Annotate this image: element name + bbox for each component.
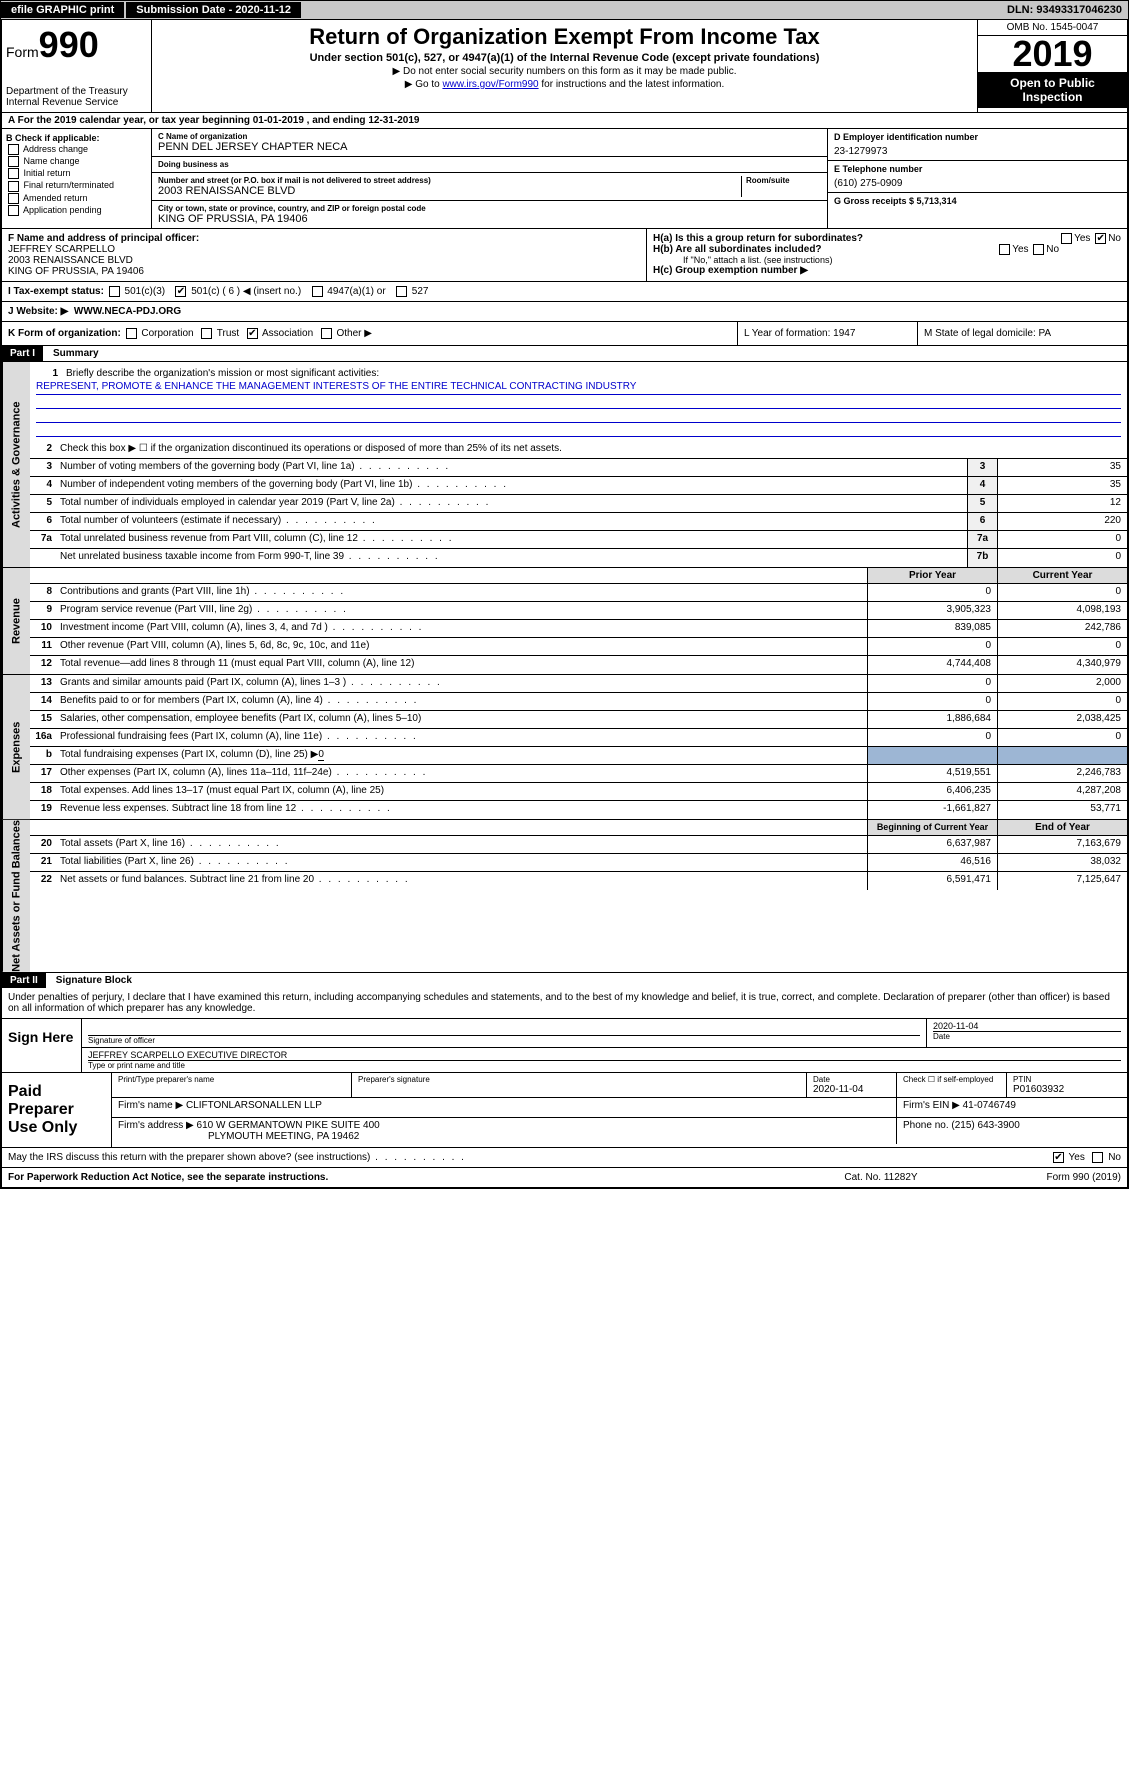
h-c: H(c) Group exemption number ▶ <box>653 265 1121 276</box>
revenue-section: Revenue Prior Year Current Year 8Contrib… <box>2 567 1127 674</box>
discuss-with-preparer: May the IRS discuss this return with the… <box>2 1147 1127 1167</box>
h-a: H(a) Is this a group return for subordin… <box>653 233 1121 244</box>
tax-period: A For the 2019 calendar year, or tax yea… <box>2 112 1127 128</box>
hdr-prior: Prior Year <box>867 568 997 583</box>
h-b: H(b) Are all subordinates included? Yes … <box>653 244 1121 255</box>
telephone: (610) 275-0909 <box>834 174 1121 189</box>
hdr-end: End of Year <box>997 820 1127 835</box>
cb-final-return[interactable]: Final return/terminated <box>6 180 147 191</box>
city-state-zip: KING OF PRUSSIA, PA 19406 <box>158 213 821 225</box>
hdr-begin: Beginning of Current Year <box>867 820 997 835</box>
sign-here-block: Sign Here Signature of officer 2020-11-0… <box>2 1018 1127 1072</box>
form-ref: Form 990 (2019) <box>961 1172 1121 1183</box>
hdr-current: Current Year <box>997 568 1127 583</box>
ein: 23-1279973 <box>834 142 1121 157</box>
governance-section: Activities & Governance 1Briefly describ… <box>2 361 1127 567</box>
part-1-header: Part I Summary <box>2 345 1127 361</box>
form-title: Return of Organization Exempt From Incom… <box>156 24 973 50</box>
val-4: 35 <box>997 477 1127 494</box>
sign-here-label: Sign Here <box>2 1019 82 1072</box>
val-7a: 0 <box>997 531 1127 548</box>
year-formation: L Year of formation: 1947 <box>737 322 917 345</box>
val-3: 35 <box>997 459 1127 476</box>
note-ssn: ▶ Do not enter social security numbers o… <box>156 66 973 77</box>
val-6: 220 <box>997 513 1127 530</box>
side-governance: Activities & Governance <box>2 362 30 567</box>
part-2-header: Part II Signature Block <box>2 972 1127 988</box>
side-expenses: Expenses <box>2 675 30 819</box>
val-7b: 0 <box>997 549 1127 567</box>
box-i-tax-status: I Tax-exempt status: 501(c)(3) 501(c) ( … <box>2 281 1127 301</box>
top-toolbar: efile GRAPHIC print Submission Date - 20… <box>0 0 1129 20</box>
efile-print-button[interactable]: efile GRAPHIC print <box>1 2 124 18</box>
note-link: ▶ Go to www.irs.gov/Form990 for instruct… <box>156 79 973 90</box>
cb-address-change[interactable]: Address change <box>6 144 147 155</box>
state-domicile: M State of legal domicile: PA <box>917 322 1127 345</box>
gross-receipts: G Gross receipts $ 5,713,314 <box>834 196 1121 206</box>
org-name: PENN DEL JERSEY CHAPTER NECA <box>158 141 821 153</box>
paid-preparer-label: Paid Preparer Use Only <box>2 1073 112 1147</box>
firm-ein: 41-0746749 <box>963 1100 1016 1111</box>
dept-label: Department of the Treasury <box>6 86 147 97</box>
side-revenue: Revenue <box>2 568 30 674</box>
box-c: C Name of organization PENN DEL JERSEY C… <box>152 129 827 228</box>
val-5: 12 <box>997 495 1127 512</box>
entity-info-grid: B Check if applicable: Address change Na… <box>2 128 1127 228</box>
box-b: B Check if applicable: Address change Na… <box>2 129 152 228</box>
perjury-declaration: Under penalties of perjury, I declare th… <box>2 988 1127 1018</box>
officer-name: JEFFREY SCARPELLO <box>8 244 640 255</box>
netassets-section: Net Assets or Fund Balances Beginning of… <box>2 819 1127 972</box>
cb-amended[interactable]: Amended return <box>6 193 147 204</box>
officer-h-row: F Name and address of principal officer:… <box>2 228 1127 281</box>
expenses-section: Expenses 13Grants and similar amounts pa… <box>2 674 1127 819</box>
box-right-column: D Employer identification number 23-1279… <box>827 129 1127 228</box>
website-value: WWW.NECA-PDJ.ORG <box>74 306 181 317</box>
cb-initial-return[interactable]: Initial return <box>6 168 147 179</box>
side-netassets: Net Assets or Fund Balances <box>2 820 30 972</box>
street-address: 2003 RENAISSANCE BLVD <box>158 185 741 197</box>
form-header: Form990 Department of the Treasury Inter… <box>2 20 1127 112</box>
firm-name: CLIFTONLARSONALLEN LLP <box>186 1100 322 1111</box>
form-number: Form990 <box>6 24 147 66</box>
cb-app-pending[interactable]: Application pending <box>6 205 147 216</box>
paid-preparer-block: Paid Preparer Use Only Print/Type prepar… <box>2 1072 1127 1147</box>
form-990-page: Form990 Department of the Treasury Inter… <box>0 20 1129 1189</box>
k-l-m-row: K Form of organization: Corporation Trus… <box>2 321 1127 345</box>
ptin: P01603932 <box>1013 1084 1121 1095</box>
cb-name-change[interactable]: Name change <box>6 156 147 167</box>
officer-printed: JEFFREY SCARPELLO EXECUTIVE DIRECTOR <box>88 1050 1121 1060</box>
mission-text: REPRESENT, PROMOTE & ENHANCE THE MANAGEM… <box>36 381 1121 395</box>
dln-label: DLN: 93493317046230 <box>1001 4 1128 16</box>
irs-link[interactable]: www.irs.gov/Form990 <box>442 79 538 90</box>
tax-year: 2019 <box>978 36 1127 72</box>
open-to-public: Open to PublicInspection <box>978 72 1127 108</box>
irs-label: Internal Revenue Service <box>6 97 147 108</box>
submission-date-button[interactable]: Submission Date - 2020-11-12 <box>126 2 301 18</box>
page-footer: For Paperwork Reduction Act Notice, see … <box>2 1167 1127 1187</box>
form-subtitle: Under section 501(c), 527, or 4947(a)(1)… <box>156 52 973 64</box>
box-j-website: J Website: ▶ WWW.NECA-PDJ.ORG <box>2 301 1127 321</box>
firm-phone: (215) 643-3900 <box>951 1120 1019 1131</box>
